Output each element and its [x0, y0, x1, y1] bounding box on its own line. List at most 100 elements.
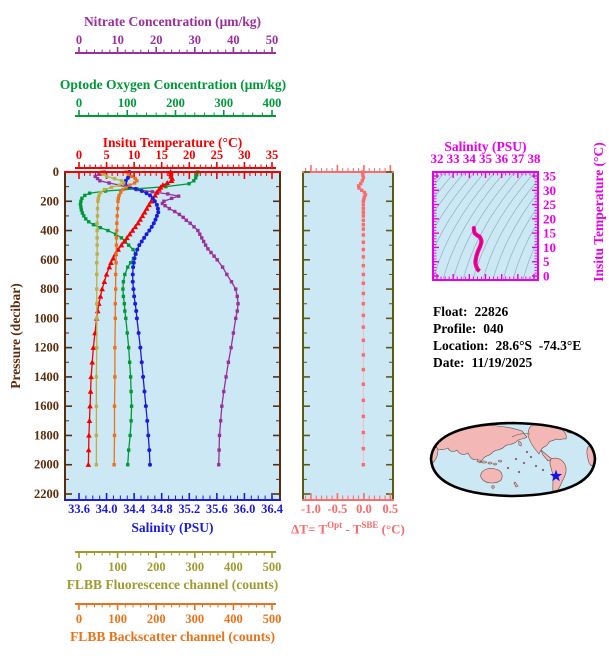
data-point	[361, 199, 366, 203]
data-point	[128, 261, 133, 265]
tick-label: 400	[224, 612, 243, 626]
float-position-star	[549, 469, 563, 482]
data-point	[112, 463, 116, 467]
data-point	[95, 236, 99, 240]
density-contour	[433, 172, 456, 200]
data-point	[212, 254, 216, 258]
tick-label: 33.6	[68, 502, 90, 516]
data-point	[148, 198, 155, 204]
tick-label: 30	[189, 33, 202, 47]
data-point	[124, 185, 128, 190]
tick-label: 300	[185, 612, 204, 626]
data-point	[132, 294, 137, 299]
data-point	[149, 224, 154, 229]
density-contour	[452, 172, 516, 280]
tick-label: 800	[40, 282, 59, 296]
data-point	[361, 222, 366, 227]
data-point	[137, 216, 144, 222]
data-point	[361, 214, 366, 218]
data-point	[94, 463, 99, 467]
data-point	[184, 218, 189, 222]
data-point	[360, 188, 364, 192]
data-point	[187, 182, 191, 186]
data-point	[362, 190, 367, 195]
float-metadata: Float: 22826 Profile: 040 Location: 28.6°S …	[433, 303, 581, 371]
data-point	[163, 203, 167, 208]
data-point	[124, 234, 130, 241]
data-point	[173, 209, 177, 214]
data-point	[206, 247, 210, 251]
data-point	[112, 176, 117, 181]
data-point	[95, 214, 100, 218]
data-point	[113, 316, 117, 321]
data-point	[103, 271, 110, 277]
data-point	[359, 182, 363, 186]
tick-label: 32	[431, 151, 444, 166]
density-contour	[512, 221, 538, 280]
data-point	[361, 353, 366, 357]
data-point	[107, 181, 111, 185]
density-contour	[433, 172, 496, 280]
data-point	[361, 240, 366, 244]
data-point	[126, 172, 131, 176]
tick-label: 33	[447, 151, 461, 166]
tick-label: 0	[76, 612, 82, 626]
data-point	[361, 203, 366, 207]
data-point	[117, 193, 121, 198]
tick-label: 35	[266, 148, 279, 162]
data-point	[94, 375, 99, 379]
data-point	[361, 430, 366, 435]
data-point	[123, 272, 127, 277]
data-point	[137, 243, 142, 248]
tick-label: 1200	[34, 341, 59, 355]
data-point	[128, 375, 133, 379]
tick-label: 500	[263, 612, 282, 626]
map-eurasia	[435, 424, 528, 464]
data-point	[95, 316, 99, 321]
data-point	[95, 176, 100, 181]
data-point	[113, 287, 118, 291]
data-point	[132, 181, 137, 185]
tick-label: 35	[543, 169, 557, 184]
map-island	[481, 460, 487, 464]
data-point	[167, 206, 172, 211]
data-point	[101, 172, 105, 176]
tick-label: 36	[495, 151, 509, 166]
data-point	[95, 272, 99, 277]
data-point	[134, 309, 139, 314]
data-point	[361, 338, 366, 343]
location-row: Location: 28.6°S -74.3°E	[433, 338, 582, 353]
data-point	[84, 217, 88, 221]
map-border	[429, 421, 597, 498]
tick-label: 2000	[34, 458, 59, 472]
data-point	[133, 301, 138, 306]
tick-label: 36.4	[261, 502, 284, 516]
data-point	[97, 293, 104, 299]
data-point	[118, 242, 125, 248]
data-point	[124, 316, 128, 321]
data-point	[80, 211, 85, 215]
data-point	[361, 281, 366, 285]
data-point	[362, 195, 367, 199]
data-point	[114, 261, 118, 265]
data-point	[126, 231, 133, 237]
tick-label: 40	[227, 33, 240, 47]
data-point	[134, 316, 139, 321]
data-point	[95, 345, 99, 350]
data-point	[361, 291, 366, 296]
data-point	[181, 215, 185, 220]
data-point	[361, 382, 366, 386]
data-point	[89, 359, 96, 365]
map-pacific-islands	[506, 450, 545, 474]
data-point	[196, 228, 200, 233]
data-point	[156, 210, 161, 215]
data-point	[143, 404, 148, 409]
data-point	[88, 373, 94, 380]
tick-label: 0	[543, 269, 550, 284]
data-point	[121, 294, 126, 299]
tick-label: 200	[40, 194, 59, 208]
data-point	[164, 179, 171, 186]
data-point	[95, 206, 100, 211]
data-point	[209, 250, 213, 255]
data-point	[112, 404, 117, 408]
